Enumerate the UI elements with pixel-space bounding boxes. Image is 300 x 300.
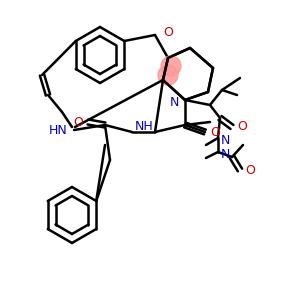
- Text: O: O: [245, 164, 255, 176]
- Text: N: N: [221, 148, 230, 160]
- Text: O: O: [210, 125, 220, 139]
- Text: HN: HN: [48, 124, 67, 136]
- Text: O: O: [163, 26, 173, 40]
- Text: N: N: [221, 134, 230, 146]
- Text: O: O: [237, 121, 247, 134]
- Circle shape: [158, 65, 178, 85]
- Text: NH: NH: [135, 119, 153, 133]
- Circle shape: [161, 56, 181, 76]
- Text: N: N: [169, 95, 179, 109]
- Text: O: O: [73, 116, 83, 128]
